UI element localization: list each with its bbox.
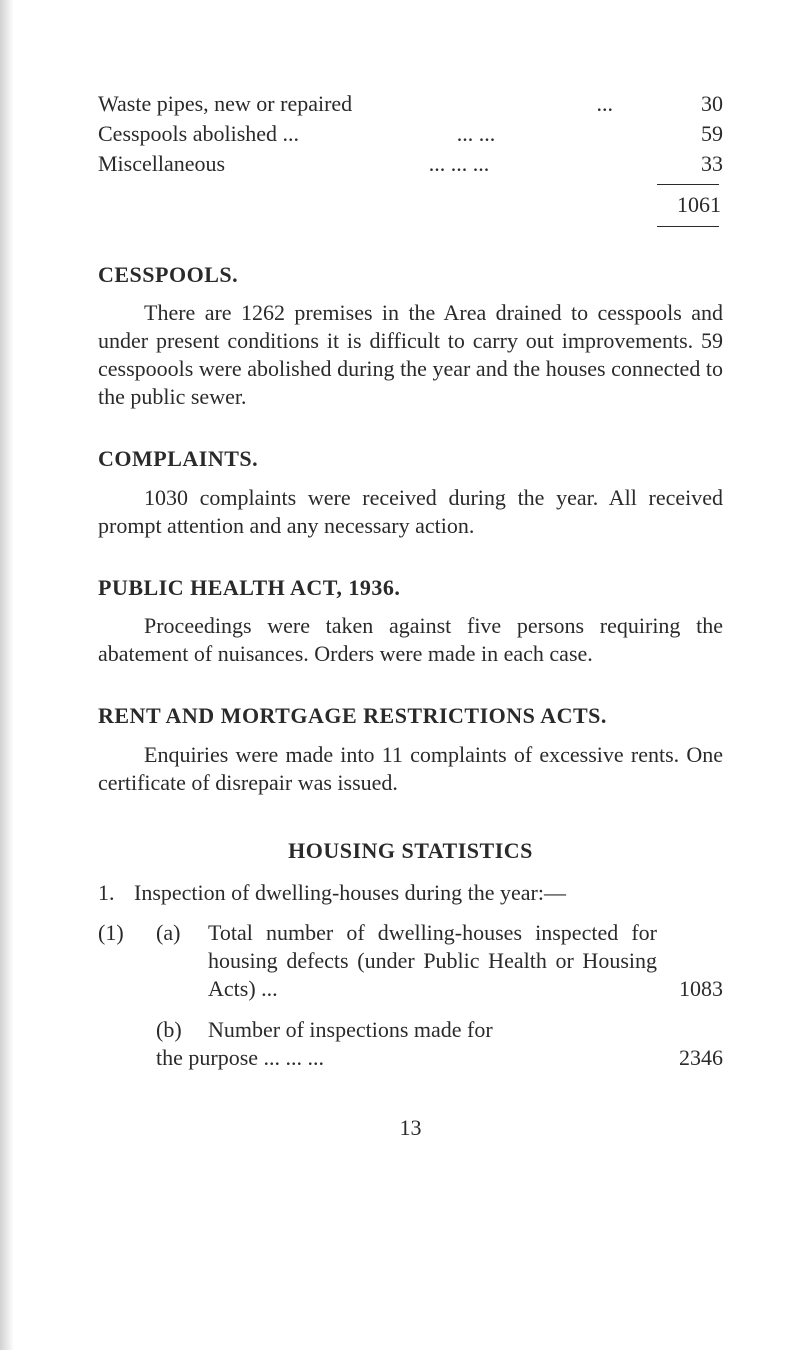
list-item: Miscellaneous ... ... ... 33 bbox=[98, 150, 723, 178]
sub-value: 1083 bbox=[657, 975, 723, 1003]
total-rule-bottom bbox=[657, 226, 719, 227]
leader-dots: ... bbox=[352, 90, 653, 118]
list-item-value: 59 bbox=[653, 120, 723, 148]
sub-text-line2: the purpose ... ... ... bbox=[156, 1044, 324, 1072]
page-number: 13 bbox=[98, 1114, 723, 1142]
leader-dots: ... ... ... bbox=[225, 150, 653, 178]
sub-number: (1) bbox=[98, 919, 156, 1003]
sub-letter: (a) bbox=[156, 919, 208, 1003]
list-item-value: 33 bbox=[653, 150, 723, 178]
housing-item-1: 1. Inspection of dwelling-houses during … bbox=[98, 879, 723, 907]
list-item-label: Waste pipes, new or repaired bbox=[98, 90, 352, 118]
sub-number-empty bbox=[98, 1016, 156, 1072]
list-item-label: Cesspools abolished ... bbox=[98, 120, 299, 148]
housing-sub-1b: (b) Number of inspections made for the p… bbox=[98, 1016, 723, 1072]
housing-sub-1a: (1) (a) Total number of dwelling-houses … bbox=[98, 919, 723, 1003]
paragraph-complaints: 1030 complaints were received during the… bbox=[98, 484, 723, 540]
sub-text: Number of inspections made for the purpo… bbox=[208, 1016, 657, 1072]
sub-text-line1: Number of inspections made for bbox=[208, 1017, 493, 1042]
heading-rent: RENT AND MORTGAGE RESTRICTIONS ACTS. bbox=[98, 702, 723, 730]
list-number: 1. bbox=[98, 879, 134, 907]
paragraph-cesspools: There are 1262 premises in the Area drai… bbox=[98, 299, 723, 412]
total-value: 1061 bbox=[98, 191, 723, 219]
heading-public-health: PUBLIC HEALTH ACT, 1936. bbox=[98, 574, 723, 602]
heading-complaints: COMPLAINTS. bbox=[98, 445, 723, 473]
list-item: Cesspools abolished ... ... ... 59 bbox=[98, 120, 723, 148]
paragraph-public-health: Proceedings were taken against five pers… bbox=[98, 612, 723, 668]
leader-dots: ... ... bbox=[299, 120, 653, 148]
paragraph-rent: Enquiries were made into 11 complaints o… bbox=[98, 741, 723, 797]
list-item-value: 30 bbox=[653, 90, 723, 118]
scan-shadow bbox=[0, 0, 14, 1350]
list-item: Waste pipes, new or repaired ... 30 bbox=[98, 90, 723, 118]
total-rule-top bbox=[657, 184, 719, 185]
heading-cesspools: CESSPOOLS. bbox=[98, 261, 723, 289]
list-text: Inspection of dwelling-houses during the… bbox=[134, 879, 723, 907]
list-item-label: Miscellaneous bbox=[98, 150, 225, 178]
top-item-list: Waste pipes, new or repaired ... 30 Cess… bbox=[98, 90, 723, 178]
heading-housing: HOUSING STATISTICS bbox=[98, 837, 723, 865]
sub-text: Total number of dwelling-houses inspecte… bbox=[208, 919, 657, 1003]
sub-value: 2346 bbox=[657, 1044, 723, 1072]
